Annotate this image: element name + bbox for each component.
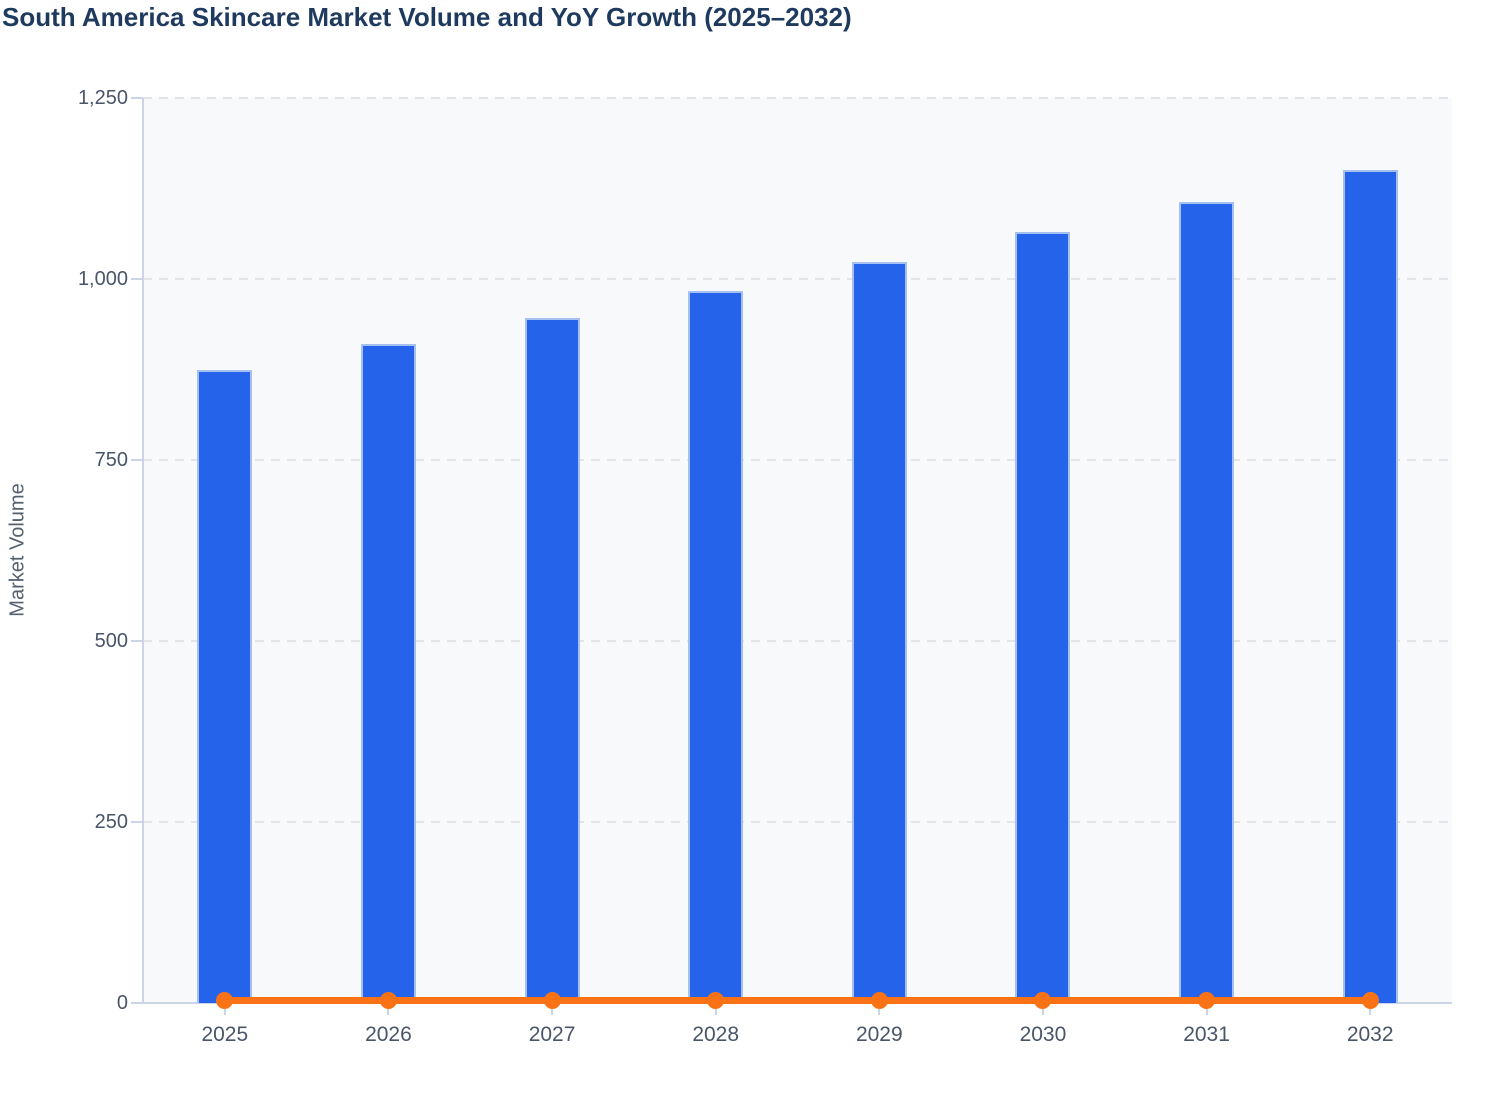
- x-axis-tick: [878, 1005, 881, 1015]
- x-axis-tick: [1041, 1005, 1044, 1015]
- x-tick-label: 2028: [692, 1023, 740, 1046]
- yoy-growth-marker-2027: [543, 991, 561, 1009]
- bar-2032: [1342, 169, 1398, 1003]
- bar-2025: [197, 369, 253, 1003]
- plot-area: [142, 97, 1452, 1015]
- yoy-growth-marker-2029: [870, 991, 888, 1009]
- y-tick-label: 250: [94, 811, 128, 833]
- yoy-growth-marker-2032: [1361, 991, 1379, 1009]
- gridline: [143, 278, 1452, 280]
- x-axis-tick: [223, 1005, 226, 1015]
- y-axis-tick: [131, 97, 143, 99]
- x-tick-label: 2027: [528, 1023, 576, 1046]
- y-tick-label: 750: [94, 449, 128, 471]
- yoy-growth-marker-2026: [379, 991, 397, 1009]
- y-axis-tick: [131, 640, 143, 642]
- y-axis-tick: [131, 278, 143, 280]
- y-tick-label: 1,000: [77, 268, 128, 290]
- x-tick-label: 2032: [1346, 1023, 1394, 1046]
- bar-2031: [1179, 201, 1235, 1003]
- y-axis-tick: [131, 821, 143, 823]
- x-axis-tick: [1205, 1005, 1208, 1015]
- y-axis-line: [142, 98, 144, 1003]
- y-axis-tick: [131, 1002, 143, 1004]
- chart-title: South America Skincare Market Volume and…: [2, 2, 852, 32]
- y-axis-title: Market Volume: [6, 483, 29, 617]
- gridline: [143, 97, 1452, 99]
- yoy-growth-marker-2025: [216, 991, 234, 1009]
- gridline: [143, 821, 1452, 823]
- x-axis-tick: [551, 1005, 554, 1015]
- y-tick-label: 500: [94, 630, 128, 652]
- y-tick-label: 0: [116, 992, 128, 1014]
- bar-2028: [688, 290, 744, 1003]
- yoy-growth-line: [224, 996, 1371, 1004]
- x-axis-tick: [1369, 1005, 1372, 1015]
- yoy-growth-marker-2031: [1198, 991, 1216, 1009]
- yoy-growth-marker-2028: [707, 991, 725, 1009]
- yoy-growth-marker-2030: [1034, 991, 1052, 1009]
- y-tick-label: 1,250: [77, 87, 128, 109]
- gridline: [143, 640, 1452, 642]
- x-tick-label: 2026: [365, 1023, 412, 1046]
- gridline: [143, 459, 1452, 461]
- y-axis-tick: [131, 459, 143, 461]
- bar-2026: [360, 344, 416, 1003]
- x-axis-tick: [714, 1005, 717, 1015]
- x-tick-label: 2030: [1019, 1023, 1067, 1046]
- x-axis-tick: [387, 1005, 390, 1015]
- x-tick-label: 2029: [855, 1023, 903, 1046]
- bar-2027: [524, 318, 580, 1003]
- x-tick-label: 2025: [201, 1023, 249, 1046]
- x-tick-label: 2031: [1183, 1023, 1230, 1046]
- bar-2030: [1015, 231, 1071, 1003]
- bar-2029: [851, 261, 907, 1003]
